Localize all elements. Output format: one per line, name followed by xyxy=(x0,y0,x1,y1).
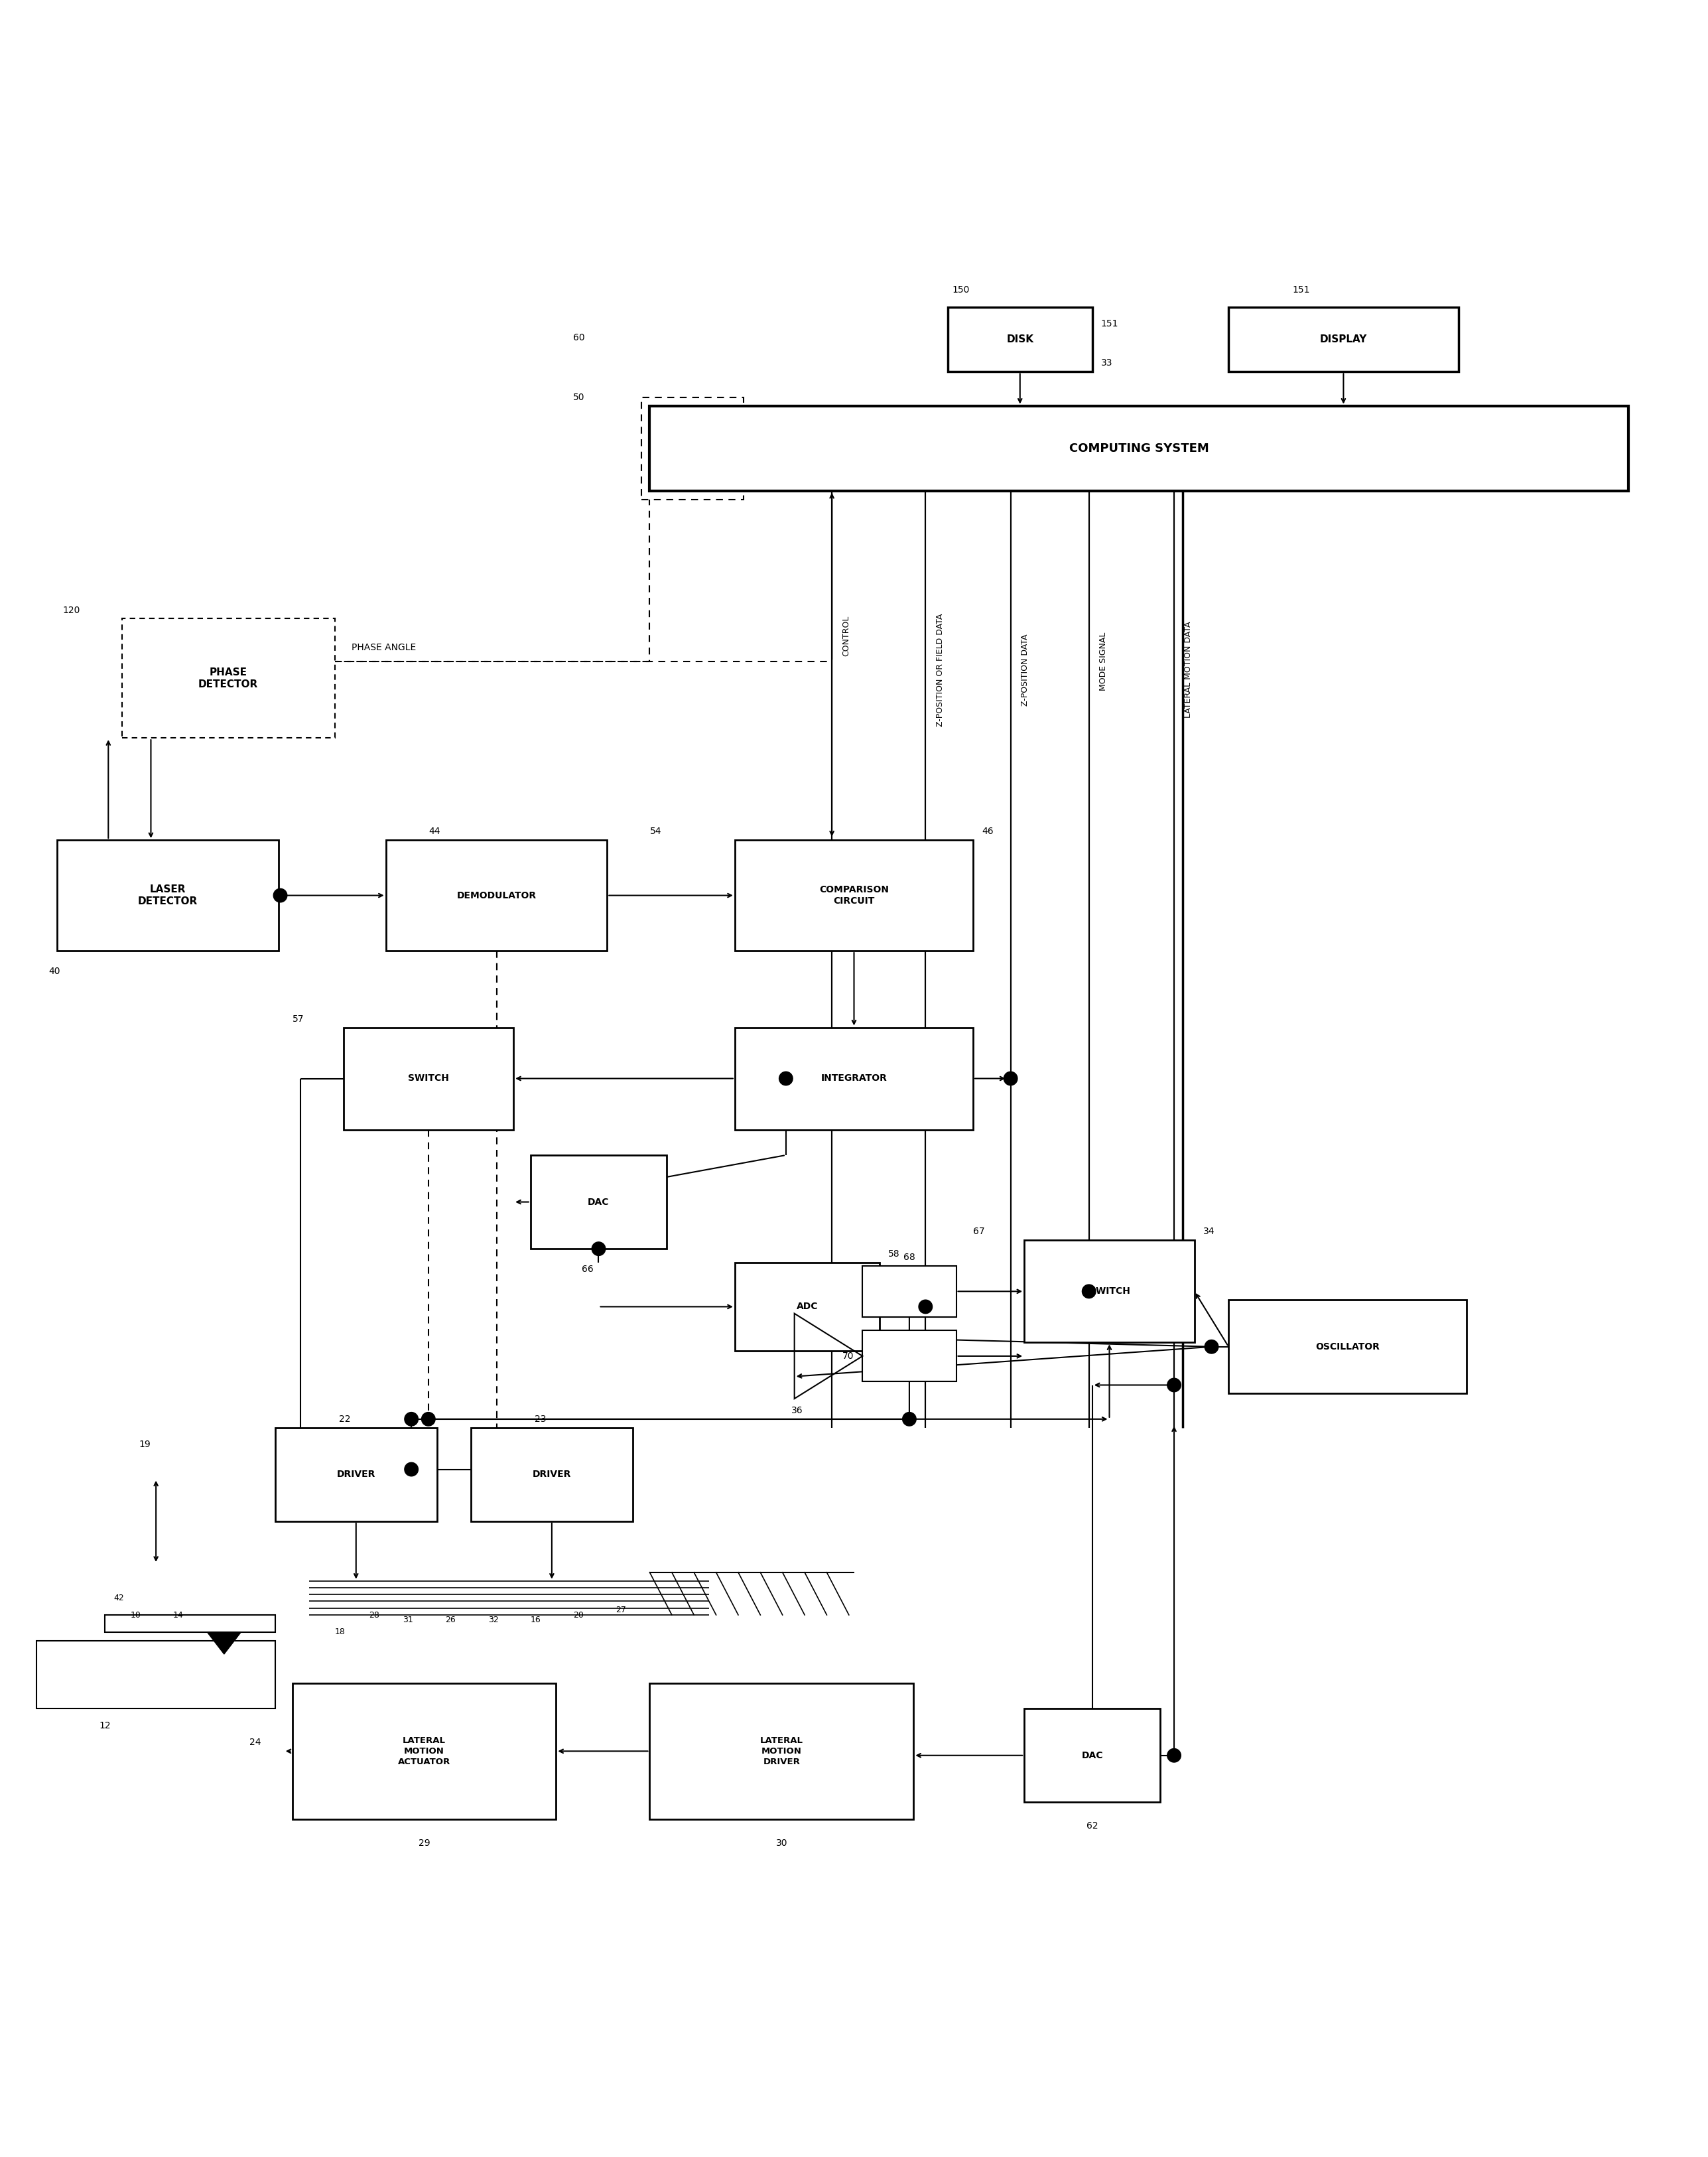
FancyBboxPatch shape xyxy=(1228,306,1459,371)
Text: 28: 28 xyxy=(369,1611,379,1620)
Text: 33: 33 xyxy=(1102,358,1112,369)
FancyBboxPatch shape xyxy=(275,1428,437,1521)
Text: CONTROL: CONTROL xyxy=(842,615,851,656)
Circle shape xyxy=(1083,1286,1097,1299)
Text: 68: 68 xyxy=(904,1253,915,1262)
Text: DISK: DISK xyxy=(1006,334,1033,345)
Text: 22: 22 xyxy=(338,1415,350,1424)
Text: LATERAL MOTION DATA: LATERAL MOTION DATA xyxy=(1184,621,1192,718)
Text: 54: 54 xyxy=(649,826,661,837)
Text: DAC: DAC xyxy=(588,1197,610,1206)
Text: Z-POSITION OR FIELD DATA: Z-POSITION OR FIELD DATA xyxy=(936,613,945,727)
Text: 58: 58 xyxy=(888,1249,900,1258)
Text: 29: 29 xyxy=(418,1838,430,1849)
FancyBboxPatch shape xyxy=(734,839,974,951)
Text: 18: 18 xyxy=(335,1629,345,1637)
Circle shape xyxy=(1204,1339,1218,1355)
FancyBboxPatch shape xyxy=(121,619,335,738)
Text: 151: 151 xyxy=(1293,285,1310,296)
Text: SWITCH: SWITCH xyxy=(408,1074,449,1083)
Text: SWITCH: SWITCH xyxy=(1090,1288,1131,1296)
FancyBboxPatch shape xyxy=(531,1156,666,1249)
Text: LASER
DETECTOR: LASER DETECTOR xyxy=(138,884,198,906)
Text: 24: 24 xyxy=(249,1739,261,1747)
FancyBboxPatch shape xyxy=(58,839,278,951)
Text: 32: 32 xyxy=(488,1616,499,1624)
Text: LATERAL
MOTION
ACTUATOR: LATERAL MOTION ACTUATOR xyxy=(398,1736,451,1767)
Text: 34: 34 xyxy=(1202,1227,1214,1236)
Circle shape xyxy=(1167,1378,1180,1391)
Text: COMPUTING SYSTEM: COMPUTING SYSTEM xyxy=(1069,442,1209,455)
Text: DRIVER: DRIVER xyxy=(533,1469,570,1480)
Text: 150: 150 xyxy=(951,285,970,296)
Circle shape xyxy=(919,1301,933,1314)
FancyBboxPatch shape xyxy=(640,397,743,500)
FancyBboxPatch shape xyxy=(38,1641,275,1708)
Text: ADC: ADC xyxy=(796,1303,818,1311)
FancyBboxPatch shape xyxy=(1228,1301,1467,1393)
Circle shape xyxy=(902,1413,915,1426)
Text: 50: 50 xyxy=(574,393,584,401)
FancyBboxPatch shape xyxy=(1025,1240,1194,1342)
Circle shape xyxy=(1167,1749,1180,1762)
Text: 70: 70 xyxy=(842,1352,854,1361)
Text: INTEGRATOR: INTEGRATOR xyxy=(822,1074,886,1083)
Text: 27: 27 xyxy=(615,1605,627,1613)
Text: 60: 60 xyxy=(574,332,584,343)
Text: 44: 44 xyxy=(429,826,441,837)
Text: 67: 67 xyxy=(974,1227,986,1236)
Text: 40: 40 xyxy=(50,966,60,975)
Text: 66: 66 xyxy=(582,1264,593,1275)
FancyBboxPatch shape xyxy=(649,1682,914,1818)
Circle shape xyxy=(779,1072,793,1085)
FancyBboxPatch shape xyxy=(292,1682,557,1818)
Text: 36: 36 xyxy=(791,1406,803,1415)
FancyBboxPatch shape xyxy=(343,1027,514,1130)
Text: PHASE
DETECTOR: PHASE DETECTOR xyxy=(198,667,258,690)
Text: 23: 23 xyxy=(535,1415,547,1424)
Text: 30: 30 xyxy=(775,1838,787,1849)
Text: OSCILLATOR: OSCILLATOR xyxy=(1315,1342,1380,1350)
Text: 151: 151 xyxy=(1102,319,1119,328)
Text: PHASE ANGLE: PHASE ANGLE xyxy=(352,643,417,651)
Text: DISPLAY: DISPLAY xyxy=(1320,334,1366,345)
Text: 46: 46 xyxy=(982,826,994,837)
Text: 12: 12 xyxy=(99,1721,111,1730)
FancyBboxPatch shape xyxy=(734,1262,880,1350)
Text: 57: 57 xyxy=(292,1014,304,1025)
Circle shape xyxy=(1004,1072,1018,1085)
Text: 19: 19 xyxy=(138,1441,150,1450)
FancyBboxPatch shape xyxy=(948,306,1093,371)
FancyBboxPatch shape xyxy=(1025,1708,1160,1803)
Circle shape xyxy=(422,1413,436,1426)
FancyBboxPatch shape xyxy=(386,839,606,951)
Text: MODE SIGNAL: MODE SIGNAL xyxy=(1100,632,1108,690)
Polygon shape xyxy=(207,1633,241,1654)
Text: LATERAL
MOTION
DRIVER: LATERAL MOTION DRIVER xyxy=(760,1736,803,1767)
Text: 42: 42 xyxy=(113,1594,125,1603)
Text: Z-POSITION DATA: Z-POSITION DATA xyxy=(1021,634,1030,705)
Text: DEMODULATOR: DEMODULATOR xyxy=(456,891,536,899)
Text: DRIVER: DRIVER xyxy=(336,1469,376,1480)
Polygon shape xyxy=(104,1616,275,1633)
Circle shape xyxy=(405,1462,418,1475)
FancyBboxPatch shape xyxy=(471,1428,632,1521)
FancyBboxPatch shape xyxy=(863,1266,956,1318)
FancyBboxPatch shape xyxy=(863,1331,956,1383)
Text: 16: 16 xyxy=(531,1616,541,1624)
FancyBboxPatch shape xyxy=(734,1027,974,1130)
Text: 120: 120 xyxy=(63,606,80,615)
Circle shape xyxy=(591,1242,605,1255)
FancyBboxPatch shape xyxy=(649,406,1629,492)
Text: 62: 62 xyxy=(1086,1821,1098,1831)
Text: 31: 31 xyxy=(403,1616,413,1624)
Circle shape xyxy=(273,889,287,902)
Text: DAC: DAC xyxy=(1081,1751,1103,1760)
Text: 26: 26 xyxy=(446,1616,456,1624)
Circle shape xyxy=(405,1413,418,1426)
Text: 14: 14 xyxy=(173,1611,183,1620)
Text: 10: 10 xyxy=(130,1611,142,1620)
Text: COMPARISON
CIRCUIT: COMPARISON CIRCUIT xyxy=(820,884,888,906)
Text: 20: 20 xyxy=(574,1611,584,1620)
